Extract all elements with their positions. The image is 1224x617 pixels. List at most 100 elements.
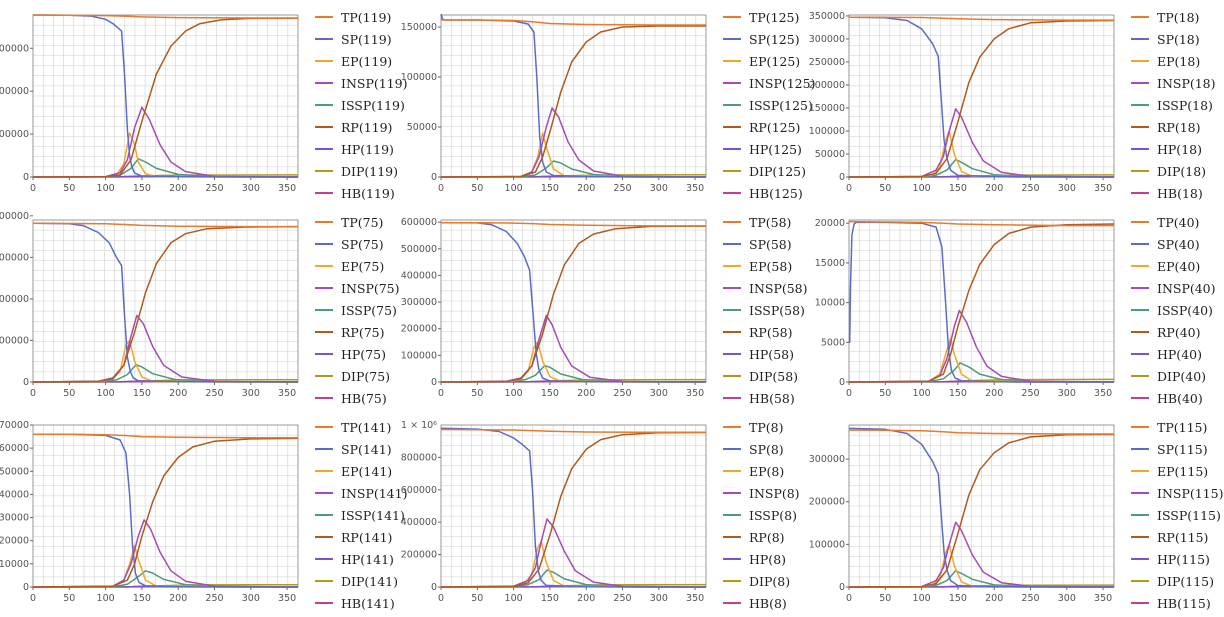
gridlines [441, 15, 706, 177]
legend-item-insp: INSP(125) [723, 72, 815, 94]
x-tick-label: 250 [205, 593, 223, 604]
legend-swatch [723, 536, 741, 538]
x-tick-label: 200 [169, 183, 187, 194]
legend-label: HP(8) [749, 552, 786, 567]
legend-item-tp: TP(75) [315, 211, 400, 233]
legend-label: RP(141) [341, 530, 392, 545]
x-tick-label: 300 [1058, 388, 1076, 399]
legend-label: EP(18) [1157, 54, 1200, 69]
legend-label: INSP(58) [749, 281, 808, 296]
legend-item-sp: SP(8) [723, 438, 800, 460]
legend-item-ep: EP(75) [315, 255, 400, 277]
legend-swatch [723, 331, 741, 333]
legend-label: DIP(8) [749, 574, 790, 589]
legend-swatch [723, 397, 741, 399]
x-tick-label: 50 [879, 388, 891, 399]
legend-label: INSP(75) [341, 281, 400, 296]
legend-label: HP(115) [1157, 552, 1210, 567]
y-tick-label: 10000 [815, 298, 845, 309]
legend-swatch [1131, 492, 1149, 494]
legend-label: EP(119) [341, 54, 392, 69]
legend-item-issp: ISSP(115) [1131, 504, 1223, 526]
legend-item-dip: DIP(125) [723, 160, 815, 182]
legend-label: HB(40) [1157, 391, 1203, 406]
legend-item-sp: SP(115) [1131, 438, 1223, 460]
legend-item-rp: RP(119) [315, 116, 407, 138]
legend-item-sp: SP(119) [315, 28, 407, 50]
legend-label: ISSP(58) [749, 303, 805, 318]
legend-label: ISSP(119) [341, 98, 405, 113]
legend-item-issp: ISSP(75) [315, 299, 400, 321]
legend-label: EP(115) [1157, 464, 1208, 479]
x-tick-label: 50 [63, 593, 75, 604]
x-tick-label: 300 [1058, 593, 1076, 604]
legend-swatch [723, 148, 741, 150]
legend-item-sp: SP(141) [315, 438, 407, 460]
legend-item-insp: INSP(141) [315, 482, 407, 504]
legend-swatch [1131, 38, 1149, 40]
legend-item-dip: DIP(8) [723, 570, 800, 592]
legend-item-ep: EP(8) [723, 460, 800, 482]
y-tick-label: 40000 [0, 489, 29, 500]
legend-swatch [1131, 448, 1149, 450]
x-tick-label: 350 [686, 593, 704, 604]
legend-item-hb: HB(8) [723, 592, 800, 614]
legend-label: HB(119) [341, 186, 395, 201]
legend-label: DIP(58) [749, 369, 798, 384]
legend-item-insp: INSP(58) [723, 277, 808, 299]
legend-label: TP(58) [749, 215, 791, 230]
x-tick-label: 350 [278, 388, 296, 399]
legend-item-hp: HP(119) [315, 138, 407, 160]
legend-label: HB(125) [749, 186, 803, 201]
legend-label: HP(75) [341, 347, 386, 362]
legend-8: TP(8)SP(8)EP(8)INSP(8)ISSP(8)RP(8)HP(8)D… [723, 416, 800, 614]
legend-swatch [723, 170, 741, 172]
legend-item-ep: EP(141) [315, 460, 407, 482]
x-tick-label: 250 [1021, 388, 1039, 399]
legend-item-hb: HB(75) [315, 387, 400, 409]
legend-swatch [1131, 148, 1149, 150]
legend-swatch [315, 353, 333, 355]
legend-swatch [315, 148, 333, 150]
legend-swatch [723, 580, 741, 582]
y-tick-label: 500000 [401, 244, 437, 255]
y-tick-label: 0 [431, 172, 437, 183]
x-tick-label: 0 [846, 388, 852, 399]
x-tick-label: 100 [97, 388, 115, 399]
chart-panel-119: 0501001502002503003500200000400000600000… [0, 2, 408, 207]
legend-label: ISSP(8) [749, 508, 797, 523]
x-tick-label: 100 [505, 593, 523, 604]
legend-item-ep: EP(40) [1131, 255, 1216, 277]
legend-swatch [723, 470, 741, 472]
x-tick-label: 0 [30, 593, 36, 604]
legend-swatch [723, 287, 741, 289]
legend-label: HP(119) [341, 142, 394, 157]
legend-label: HB(58) [749, 391, 795, 406]
y-tick-label: 20000 [0, 536, 29, 547]
y-tick-label: 0 [23, 377, 29, 388]
legend-swatch [315, 397, 333, 399]
x-tick-label: 0 [30, 183, 36, 194]
x-tick-label: 350 [278, 593, 296, 604]
legend-label: EP(40) [1157, 259, 1200, 274]
legend-item-issp: ISSP(58) [723, 299, 808, 321]
legend-swatch [315, 16, 333, 18]
legend-label: INSP(119) [341, 76, 407, 91]
legend-item-issp: ISSP(119) [315, 94, 407, 116]
legend-item-hb: HB(115) [1131, 592, 1223, 614]
x-tick-label: 200 [985, 388, 1003, 399]
legend-label: DIP(75) [341, 369, 390, 384]
legend-item-ep: EP(119) [315, 50, 407, 72]
legend-label: EP(8) [749, 464, 784, 479]
legend-label: DIP(125) [749, 164, 806, 179]
x-tick-label: 100 [913, 183, 931, 194]
legend-item-hp: HP(18) [1131, 138, 1216, 160]
legend-item-sp: SP(40) [1131, 233, 1216, 255]
legend-item-tp: TP(119) [315, 6, 407, 28]
legend-item-rp: RP(40) [1131, 321, 1216, 343]
legend-item-dip: DIP(40) [1131, 365, 1216, 387]
legend-item-hb: HB(18) [1131, 182, 1216, 204]
